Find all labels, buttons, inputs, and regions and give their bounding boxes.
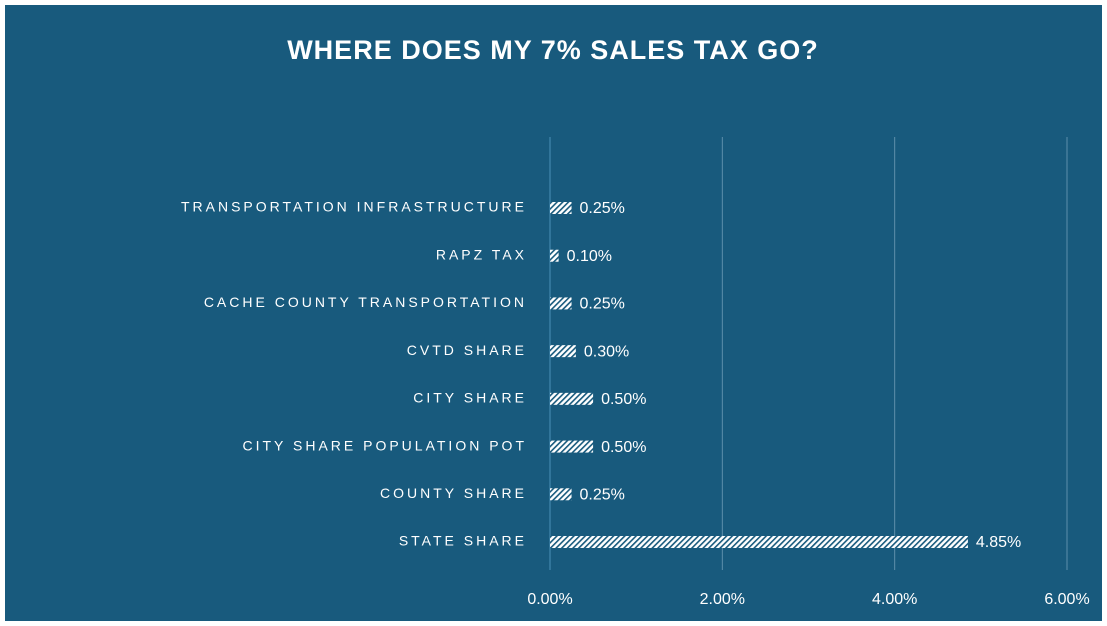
- bar: [550, 536, 968, 548]
- y-tick-label: RAPZ TAX: [436, 246, 527, 262]
- bar: [550, 392, 594, 405]
- data-label: 4.85%: [976, 534, 1021, 551]
- bar: [550, 488, 572, 501]
- chart-title: WHERE DOES MY 7% SALES TAX GO?: [287, 35, 819, 65]
- y-tick-label: CVTD SHARE: [407, 342, 527, 358]
- data-label: 0.50%: [601, 391, 646, 408]
- x-tick-label: 4.00%: [872, 591, 917, 608]
- background: [5, 5, 1102, 621]
- bar: [550, 345, 576, 358]
- bar: [550, 249, 559, 262]
- x-tick-label: 2.00%: [700, 591, 745, 608]
- y-tick-label: CACHE COUNTY TRANSPORTATION: [204, 294, 527, 310]
- x-tick-label: 6.00%: [1044, 591, 1089, 608]
- bar: [550, 202, 572, 214]
- data-label: 0.10%: [567, 248, 612, 265]
- y-tick-label: CITY SHARE POPULATION POT: [242, 437, 527, 453]
- y-tick-label: TRANSPORTATION INFRASTRUCTURE: [181, 199, 527, 215]
- bar: [550, 297, 572, 310]
- data-label: 0.25%: [580, 296, 625, 313]
- y-tick-label: STATE SHARE: [399, 533, 527, 549]
- x-tick-label: 0.00%: [527, 591, 572, 608]
- data-label: 0.30%: [584, 343, 629, 360]
- bar: [550, 440, 594, 453]
- data-label: 0.50%: [601, 439, 646, 456]
- y-tick-label: CITY SHARE: [413, 390, 527, 406]
- data-label: 0.25%: [580, 200, 625, 217]
- y-tick-label: COUNTY SHARE: [380, 485, 527, 501]
- data-label: 0.25%: [580, 487, 625, 504]
